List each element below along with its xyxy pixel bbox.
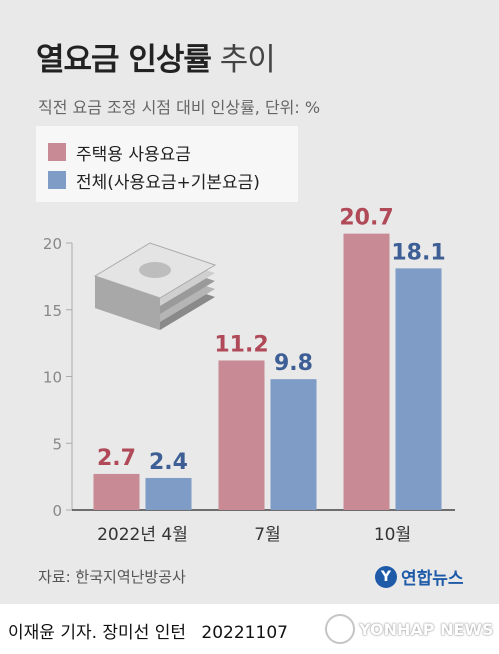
yonhap-logo-icon: Y [375, 565, 397, 588]
page-title: 열요금 인상률 추이 [36, 34, 276, 79]
credit-line: 이재윤 기자. 장미선 인턴 20221107 [8, 618, 288, 643]
legend-item-housing: 주택용 사용요금 [48, 140, 191, 165]
x-tick-label: 10월 [374, 525, 411, 545]
bar-total [270, 379, 317, 510]
bar-value-label: 2.4 [149, 450, 188, 475]
bar-total [395, 268, 442, 510]
yonhap-logo-text: 연합뉴스 [401, 569, 464, 589]
watermark-text: YONHAP NEWS [359, 619, 494, 639]
legend-item-total: 전체(사용요금+기본요금) [48, 168, 260, 193]
y-tick-label: 15 [43, 302, 62, 320]
bar-housing [93, 473, 140, 510]
title-suffix: 추이 [219, 42, 276, 78]
chart-subtitle: 직전 요금 조정 시점 대비 인상률, 단위: % [38, 98, 321, 117]
bar-value-label: 18.1 [391, 240, 445, 265]
legend-label-housing: 주택용 사용요금 [76, 144, 191, 165]
y-tick-label: 5 [52, 435, 62, 453]
title-main: 열요금 인상률 [36, 42, 212, 78]
money-stack-icon [93, 242, 217, 330]
bar-value-label: 11.2 [214, 332, 268, 357]
yonhap-logo: Y 연합뉴스 [375, 564, 464, 589]
credit-date: 20221107 [201, 623, 288, 643]
y-tick-label: 20 [43, 235, 62, 253]
legend-swatch-housing [48, 143, 66, 161]
x-tick-label: 7월 [254, 525, 280, 545]
bar-value-label: 9.8 [274, 351, 313, 376]
y-tick-label: 0 [52, 502, 62, 520]
x-tick-label: 2022년 4월 [97, 525, 188, 545]
bar-value-label: 2.7 [97, 446, 136, 471]
bar-housing [343, 233, 390, 510]
y-tick-label: 10 [43, 369, 62, 387]
watermark: YONHAP NEWS [325, 614, 494, 644]
bar-housing [218, 360, 265, 510]
source-note: 자료: 한국지역난방공사 [38, 568, 186, 586]
bar-total [145, 477, 192, 510]
watermark-icon [325, 614, 355, 644]
bar-value-label: 20.7 [339, 206, 393, 231]
chart: 0 5 10 15 20 2.7 2.4 2022년 4월 11.29.8 7월 20.7 18.1… [43, 206, 455, 545]
legend-swatch-total [48, 171, 66, 189]
credit-author: 이재윤 기자. 장미선 인턴 [8, 623, 187, 643]
chart-legend: 주택용 사용요금 전체(사용요금+기본요금) [36, 126, 298, 202]
legend-label-total: 전체(사용요금+기본요금) [76, 172, 260, 193]
